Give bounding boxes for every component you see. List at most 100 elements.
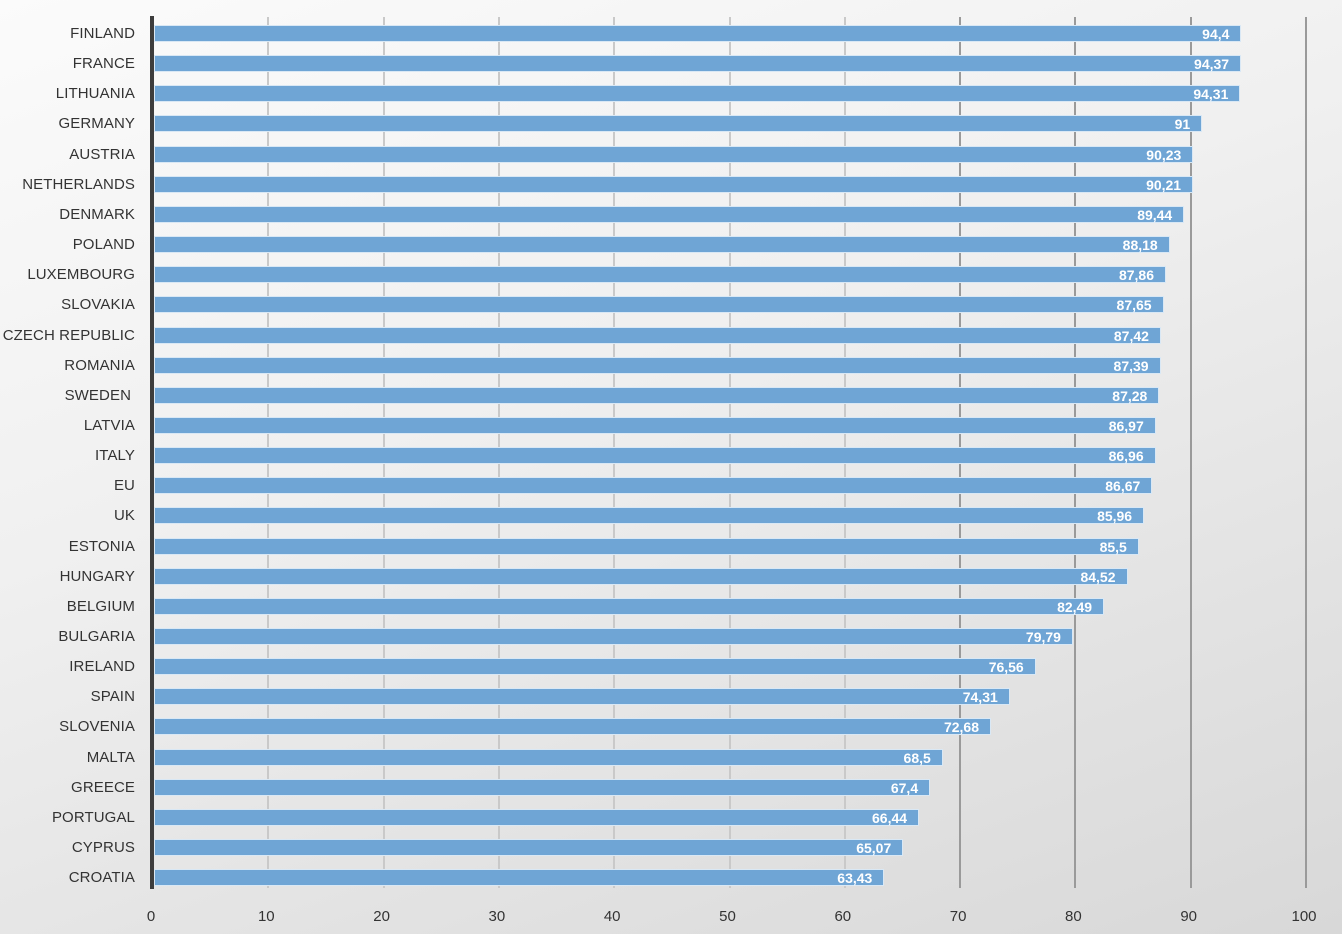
bar: 72,68: [154, 718, 991, 736]
bar-row: MALTA 68,5: [0, 748, 1342, 768]
bar: 87,42: [154, 326, 1161, 344]
bar: 66,44: [154, 808, 920, 826]
bar: 94,4: [154, 25, 1242, 42]
category-label: IRELAND: [69, 658, 135, 676]
bar-row: FRANCE 94,37: [0, 54, 1342, 74]
x-tick-label: 30: [488, 908, 506, 925]
bar-value-label: 86,96: [1108, 448, 1144, 465]
bar-row: CZECH REPUBLIC 87,42: [0, 326, 1342, 346]
category-label: LITHUANIA: [55, 85, 135, 103]
category-label: PORTUGAL: [51, 808, 135, 826]
bar: 65,07: [154, 839, 904, 857]
bar-row: SLOVAKIA 87,65: [0, 295, 1342, 315]
bar-row: CROATIA 63,43: [0, 868, 1342, 888]
category-label: GREECE: [71, 778, 135, 796]
bar: 67,4: [154, 778, 931, 796]
bar-value-label: 86,67: [1105, 478, 1141, 495]
bar-row: BELGIUM 82,49: [0, 597, 1342, 617]
gridline: [1189, 17, 1192, 888]
bar: 88,18: [154, 236, 1170, 254]
bar: 87,28: [154, 386, 1160, 404]
bar-row: ESTONIA 85,5: [0, 537, 1342, 557]
bar: 85,5: [154, 537, 1139, 555]
bar-value-label: 94,31: [1193, 86, 1229, 103]
x-tick-label: 100: [1291, 908, 1317, 925]
bar: 91: [154, 115, 1203, 133]
category-label: SLOVENIA: [59, 718, 135, 736]
x-tick-label: 20: [373, 908, 390, 925]
bar-value-label: 84,52: [1080, 568, 1116, 585]
bar: 90,23: [154, 145, 1194, 163]
bar-value-label: 87,65: [1116, 297, 1152, 314]
category-label: BELGIUM: [66, 597, 135, 615]
bar: 86,67: [154, 477, 1153, 495]
bar-row: SWEDEN 87,28: [0, 386, 1342, 406]
category-label: FINLAND: [70, 25, 135, 42]
category-label: FRANCE: [72, 55, 135, 73]
bar-value-label: 65,07: [856, 840, 892, 857]
category-label: CYPRUS: [71, 839, 135, 857]
category-label: LUXEMBOURG: [27, 266, 135, 284]
bar-value-label: 68,5: [903, 749, 931, 766]
bar: 74,31: [154, 688, 1010, 706]
bar-row: PORTUGAL 66,44: [0, 808, 1342, 828]
bar-value-label: 87,28: [1112, 387, 1148, 404]
category-label: BULGARIA: [58, 628, 135, 645]
bar-row: NETHERLANDS 90,21: [0, 175, 1342, 195]
bar-value-label: 87,42: [1113, 327, 1149, 344]
bar-value-label: 82,49: [1057, 598, 1093, 615]
category-label: SWEDEN: [64, 386, 131, 404]
bar-row: LUXEMBOURG 87,86: [0, 265, 1342, 285]
x-tick-label: 40: [603, 908, 621, 925]
bar-value-label: 94,37: [1194, 56, 1230, 73]
bar-value-label: 89,44: [1137, 206, 1173, 223]
x-tick-label: 60: [834, 908, 852, 925]
category-label: GERMANY: [58, 115, 135, 133]
bar-value-label: 76,56: [988, 659, 1024, 676]
bar: 82,49: [154, 597, 1105, 615]
category-label: AUSTRIA: [69, 145, 135, 163]
y-axis-line: [150, 16, 154, 889]
gridline: [1305, 17, 1307, 888]
bar-row: ITALY 86,96: [0, 446, 1342, 466]
bar-row: AUSTRIA 90,23: [0, 145, 1342, 165]
x-tick-label: 0: [146, 908, 156, 925]
category-label: ROMANIA: [64, 356, 135, 374]
bar-value-label: 67,4: [890, 779, 919, 796]
bar-value-label: 85,96: [1097, 508, 1133, 525]
bar: 76,56: [154, 658, 1036, 676]
bar-row: HUNGARY 84,52: [0, 567, 1342, 587]
bar: 85,96: [154, 507, 1145, 525]
x-tick-label: 90: [1180, 908, 1198, 925]
bar-value-label: 94,4: [1202, 26, 1230, 42]
category-label: ITALY: [95, 447, 135, 465]
bar-row: SLOVENIA 72,68: [0, 717, 1342, 737]
category-label: MALTA: [86, 748, 135, 766]
bar: 87,86: [154, 266, 1167, 284]
bar: 89,44: [154, 205, 1185, 223]
bar-value-label: 88,18: [1122, 237, 1158, 254]
bar-row: UK 85,96: [0, 506, 1342, 526]
x-tick-label: 50: [719, 908, 736, 925]
bar-row: LATVIA 86,97: [0, 416, 1342, 436]
bar-row: GREECE 67,4: [0, 778, 1342, 798]
bar-value-label: 74,31: [962, 689, 998, 706]
bar: 84,52: [154, 567, 1128, 585]
bar: 68,5: [154, 748, 943, 766]
category-label: SLOVAKIA: [61, 296, 135, 314]
bar-row: LITHUANIA 94,31: [0, 84, 1342, 104]
bar-row: EU 86,67: [0, 476, 1342, 496]
bar-row: BULGARIA 79,79: [0, 627, 1342, 647]
bar-row: FINLAND 94,4: [0, 24, 1342, 44]
category-label: EU: [113, 477, 135, 495]
category-label: DENMARK: [59, 205, 135, 223]
bar-row: GERMANY 91: [0, 114, 1342, 134]
bar-row: CYPRUS 65,07: [0, 838, 1342, 858]
x-tick-label: 70: [949, 908, 967, 925]
bar-row: POLAND 88,18: [0, 235, 1342, 255]
category-label: HUNGARY: [59, 567, 135, 585]
category-label: CROATIA: [68, 869, 135, 887]
category-label: NETHERLANDS: [22, 175, 135, 193]
bar: 90,21: [154, 175, 1194, 193]
